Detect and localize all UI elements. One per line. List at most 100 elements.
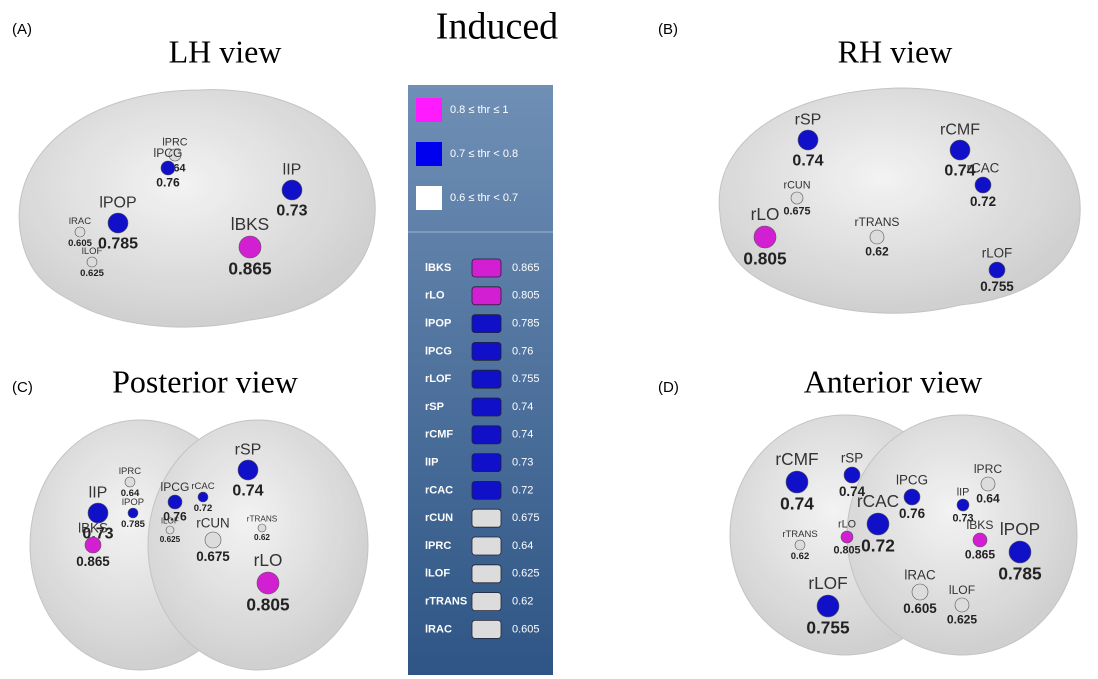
panel-tag: (D) [658, 379, 679, 396]
node-sphere [75, 227, 85, 237]
node-value: 0.72 [194, 503, 213, 514]
node-value: 0.62 [865, 245, 889, 259]
row-value: 0.675 [512, 512, 540, 524]
node-label: lIP [957, 486, 970, 498]
row-name: lBKS [425, 262, 451, 274]
node-label: lBKS [231, 214, 269, 234]
node-label: lPRC [974, 462, 1002, 476]
node-label: lPCG [154, 146, 183, 160]
node-value: 0.74 [232, 482, 263, 499]
row-value: 0.865 [512, 262, 540, 274]
node-sphere [168, 495, 182, 509]
node-value: 0.865 [228, 259, 272, 279]
node-sphere [754, 226, 776, 248]
node-label: rTRANS [854, 215, 899, 229]
node-label: rSP [795, 112, 822, 129]
node-label: rLO [254, 550, 283, 570]
row-value: 0.72 [512, 484, 533, 496]
node-label: rTRANS [247, 514, 278, 523]
node-value: 0.605 [903, 601, 937, 616]
node-label: lPOP [99, 195, 136, 212]
row-swatch [472, 454, 501, 472]
node-sphere [955, 598, 969, 612]
node-sphere [904, 489, 920, 505]
node-sphere [198, 492, 208, 502]
node-value: 0.805 [246, 595, 290, 615]
node-label: lPCG [161, 480, 190, 494]
node-value: 0.72 [861, 536, 895, 556]
row-swatch [472, 593, 501, 611]
node-value: 0.625 [80, 268, 104, 279]
node-label: rCAC [191, 481, 214, 492]
row-swatch [472, 426, 501, 444]
node-value: 0.74 [792, 152, 823, 169]
node-value: 0.675 [196, 549, 230, 564]
row-swatch [472, 565, 501, 583]
node-value: 0.785 [121, 519, 145, 530]
node-sphere [166, 526, 174, 534]
row-swatch [472, 342, 501, 360]
row-value: 0.74 [512, 429, 533, 441]
row-name: lLOF [425, 568, 450, 580]
node-label: lLOF [82, 246, 103, 257]
row-name: rCMF [425, 429, 453, 441]
legend-label: 0.8 ≤ thr ≤ 1 [450, 104, 509, 116]
node-value: 0.755 [980, 279, 1014, 294]
node-sphere [87, 257, 97, 267]
node-label: lPOP [122, 497, 144, 508]
node-label: rCMF [775, 449, 818, 469]
panel-title: LH view [169, 33, 282, 69]
node-value: 0.76 [156, 176, 180, 190]
node-label: rLOF [808, 573, 847, 593]
node-label: lRAC [69, 216, 91, 227]
node-label: rLO [838, 518, 856, 530]
node-sphere [975, 177, 991, 193]
figure: Induced 0.8 ≤ thr ≤ 10.7 ≤ thr < 0.80.6 … [0, 0, 1098, 679]
node-label: lBKS [967, 518, 994, 532]
legend-swatch [416, 142, 442, 166]
node-sphere [108, 213, 128, 233]
row-value: 0.605 [512, 623, 540, 635]
page: {"title": "Induced", "legend": {"items":… [0, 0, 1098, 679]
node-value: 0.865 [965, 548, 996, 562]
node-label: lIP [283, 162, 302, 179]
node-label: lIP [89, 485, 108, 502]
node-label: lPCG [896, 473, 928, 488]
node-sphere [239, 236, 261, 258]
row-name: rCUN [425, 512, 453, 524]
node-sphere [1009, 541, 1031, 563]
row-name: lPCG [425, 345, 452, 357]
row-name: rLOF [425, 373, 452, 385]
row-value: 0.64 [512, 540, 533, 552]
row-name: rTRANS [425, 596, 467, 608]
row-swatch [472, 315, 501, 333]
node-sphere [258, 524, 266, 532]
node-sphere [950, 140, 970, 160]
node-sphere [238, 460, 258, 480]
row-value: 0.76 [512, 345, 533, 357]
legend-label: 0.7 ≤ thr < 0.8 [450, 148, 518, 160]
row-value: 0.625 [512, 568, 540, 580]
node-label: rTRANS [782, 529, 817, 540]
row-swatch [472, 537, 501, 555]
node-sphere [844, 467, 860, 483]
node-label: lPRC [119, 466, 141, 477]
node-sphere [791, 192, 803, 204]
row-value: 0.73 [512, 457, 533, 469]
node-sphere [867, 513, 889, 535]
panel-title: Posterior view [112, 363, 298, 399]
row-name: lRAC [425, 623, 452, 635]
node-value: 0.625 [160, 535, 181, 544]
row-name: rCAC [425, 484, 453, 496]
node-sphere [957, 499, 969, 511]
node-label: rCMF [940, 122, 980, 139]
node-sphere [128, 508, 138, 518]
node-value: 0.785 [998, 564, 1042, 584]
node-label: rCAC [857, 491, 899, 511]
row-swatch [472, 481, 501, 499]
node-label: lBKS [78, 521, 108, 536]
row-name: rLO [425, 290, 445, 302]
node-sphere [161, 161, 175, 175]
node-label: rCAC [967, 161, 1000, 176]
node-value: 0.73 [276, 202, 307, 219]
